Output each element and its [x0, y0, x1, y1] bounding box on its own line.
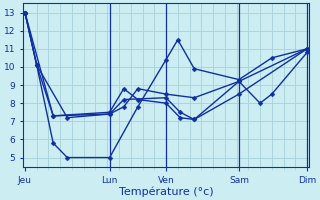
- X-axis label: Température (°c): Température (°c): [119, 186, 213, 197]
